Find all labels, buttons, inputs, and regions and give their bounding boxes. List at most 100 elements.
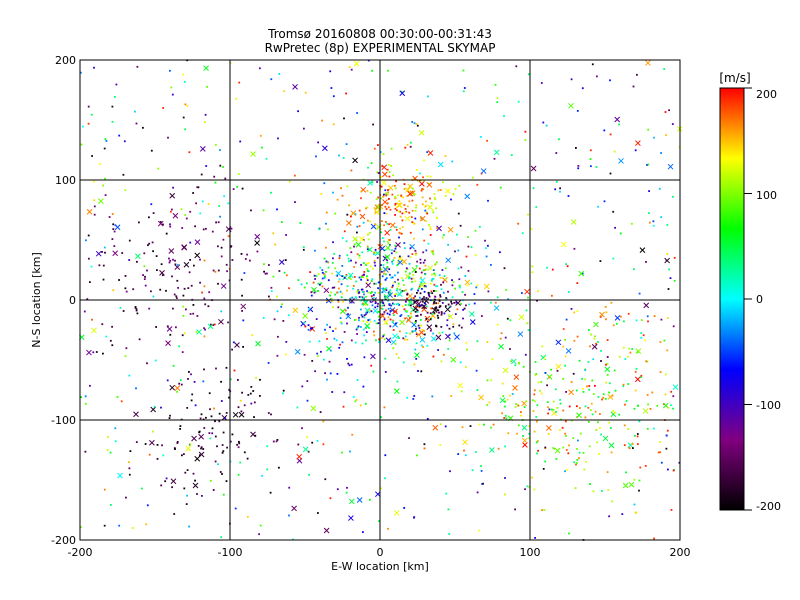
- scatter-point: [272, 440, 275, 443]
- scatter-point: [623, 424, 626, 427]
- scatter-point: [90, 113, 93, 116]
- scatter-point-x: [203, 65, 209, 72]
- scatter-point: [249, 392, 252, 395]
- scatter-point: [204, 121, 206, 123]
- scatter-point: [546, 401, 549, 404]
- scatter-point: [565, 263, 567, 265]
- scatter-point: [354, 213, 357, 215]
- scatter-point: [383, 212, 386, 214]
- scatter-point: [328, 360, 331, 363]
- scatter-point-x: [232, 411, 239, 418]
- scatter-point: [599, 427, 601, 429]
- scatter-point: [567, 291, 570, 293]
- scatter-point: [605, 311, 608, 314]
- scatter-point: [606, 363, 609, 365]
- scatter-point: [570, 381, 573, 383]
- scatter-point: [374, 264, 377, 267]
- scatter-point: [312, 281, 315, 284]
- scatter-point: [672, 469, 675, 472]
- scatter-point: [463, 307, 466, 310]
- scatter-point: [104, 138, 107, 140]
- scatter-point: [431, 209, 434, 212]
- scatter-point: [385, 289, 388, 291]
- scatter-point: [102, 264, 105, 267]
- scatter-point-x: [396, 291, 403, 298]
- colorbar-tick-label: -200: [756, 500, 781, 513]
- scatter-point: [358, 316, 360, 319]
- scatter-point: [288, 287, 290, 290]
- scatter-point: [142, 274, 144, 276]
- scatter-point: [407, 315, 410, 317]
- scatter-point: [425, 211, 428, 214]
- scatter-point: [666, 317, 669, 319]
- scatter-point: [341, 341, 344, 344]
- scatter-point: [265, 157, 268, 160]
- scatter-point: [446, 319, 449, 322]
- scatter-point: [429, 312, 432, 315]
- scatter-point: [371, 181, 374, 184]
- scatter-point: [446, 324, 449, 327]
- scatter-point: [401, 305, 404, 308]
- scatter-point: [388, 175, 391, 178]
- scatter-point: [199, 212, 202, 215]
- scatter-point: [433, 196, 436, 199]
- scatter-point: [326, 338, 328, 340]
- scatter-point: [382, 195, 384, 198]
- scatter-point: [394, 247, 397, 250]
- scatter-point: [367, 219, 369, 222]
- scatter-point: [566, 265, 569, 268]
- scatter-point: [665, 434, 668, 437]
- scatter-point: [397, 335, 399, 338]
- scatter-point-x: [348, 498, 355, 505]
- scatter-point: [646, 394, 649, 396]
- scatter-point: [361, 251, 364, 254]
- scatter-point: [391, 193, 394, 196]
- scatter-point: [430, 282, 432, 285]
- scatter-point: [349, 275, 352, 278]
- scatter-point: [160, 406, 162, 409]
- scatter-point: [444, 425, 447, 428]
- scatter-point: [423, 296, 425, 298]
- scatter-point: [595, 429, 598, 431]
- scatter-point: [240, 253, 243, 255]
- scatter-point: [202, 448, 205, 450]
- scatter-point: [596, 441, 599, 444]
- scatter-point: [330, 87, 333, 89]
- scatter-point: [340, 322, 343, 325]
- scatter-point: [199, 281, 201, 284]
- scatter-point: [533, 430, 536, 433]
- scatter-point: [420, 276, 422, 279]
- scatter-point: [93, 66, 95, 69]
- scatter-point: [380, 416, 382, 418]
- scatter-point: [373, 261, 376, 264]
- scatter-point: [79, 526, 82, 529]
- scatter-point: [415, 333, 418, 336]
- scatter-point: [156, 444, 159, 446]
- scatter-point-x: [396, 202, 403, 209]
- scatter-point: [285, 341, 288, 343]
- scatter-point-x: [169, 384, 176, 391]
- scatter-point: [236, 443, 238, 446]
- scatter-point: [385, 221, 387, 223]
- scatter-point: [420, 370, 423, 373]
- scatter-point-x: [618, 158, 624, 164]
- scatter-point-x: [468, 311, 475, 317]
- scatter-point: [339, 317, 342, 319]
- scatter-point-x: [302, 446, 309, 453]
- scatter-point: [528, 486, 531, 489]
- scatter-point: [622, 346, 625, 349]
- scatter-point: [571, 419, 574, 422]
- scatter-point: [480, 470, 483, 472]
- scatter-point-x: [174, 264, 181, 271]
- x-tick-label: -100: [218, 546, 243, 559]
- scatter-point: [266, 445, 269, 448]
- scatter-point: [424, 205, 427, 208]
- scatter-point: [437, 317, 440, 319]
- scatter-point: [426, 344, 429, 347]
- scatter-point: [559, 187, 561, 190]
- scatter-point: [383, 240, 385, 243]
- scatter-point: [234, 507, 237, 510]
- scatter-point: [181, 227, 184, 229]
- scatter-point: [478, 423, 481, 426]
- scatter-point: [547, 406, 549, 409]
